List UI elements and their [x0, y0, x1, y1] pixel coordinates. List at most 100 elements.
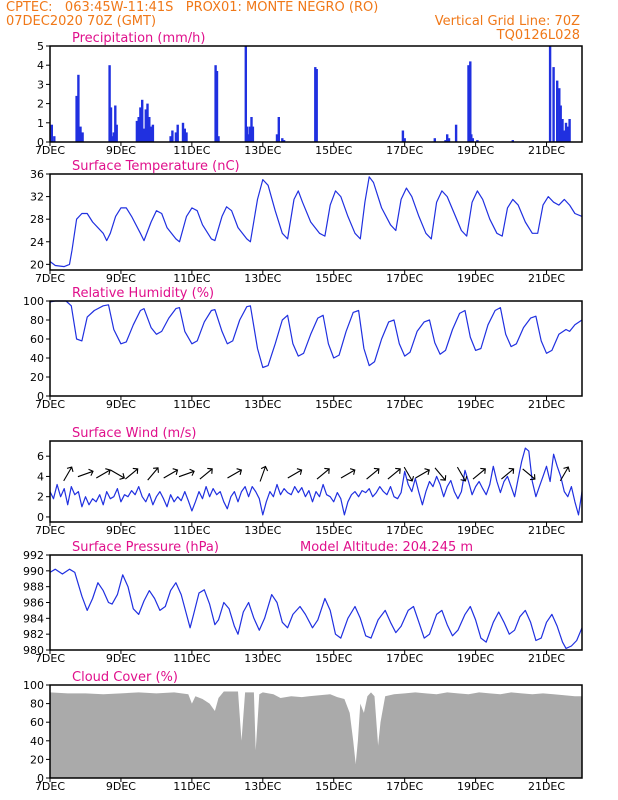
wind-xtick-label: 19DEC	[457, 524, 494, 537]
precip-bar	[470, 134, 473, 142]
precip-bar	[250, 117, 253, 142]
rh-ytick-label: 100	[23, 295, 44, 308]
temp-xtick-label: 17DEC	[386, 272, 423, 285]
press-xtick-label: 7DEC	[35, 652, 65, 665]
precip-panel	[46, 45, 583, 146]
precip-xtick-label: 19DEC	[457, 144, 494, 157]
press-line	[49, 568, 583, 649]
press-title: Surface Pressure (hPa)	[72, 540, 219, 555]
temp-ytick-label: 20	[30, 258, 44, 271]
precip-xtick-label: 13DEC	[244, 144, 281, 157]
press-annotation: Model Altitude: 204.245 m	[300, 540, 473, 555]
temp-ytick-label: 32	[30, 191, 44, 204]
rh-ytick-label: 80	[30, 314, 44, 327]
rh-ytick-label: 60	[30, 333, 44, 346]
precip-bar	[251, 126, 255, 142]
temp-xtick-label: 21DEC	[528, 272, 565, 285]
wind-arrow	[77, 468, 94, 478]
precip-bar	[314, 67, 317, 142]
precip-bar	[454, 124, 458, 142]
cloud-ytick-label: 80	[30, 698, 44, 711]
temp-xtick-label: 19DEC	[457, 272, 494, 285]
temp-ytick-label: 28	[30, 213, 44, 226]
rh-ytick-label: 40	[30, 352, 44, 365]
rh-ytick-label: 20	[30, 371, 44, 384]
precip-bar	[185, 132, 188, 142]
precip-ytick-label: 1	[37, 117, 44, 130]
precip-bar	[403, 138, 406, 142]
press-ytick-label: 980	[23, 644, 44, 657]
precip-bar	[244, 46, 247, 142]
rh-xtick-label: 15DEC	[315, 398, 352, 411]
rh-title: Relative Humidity (%)	[72, 286, 214, 301]
precip-bar	[79, 126, 82, 142]
precip-bar	[81, 132, 84, 142]
precip-xtick-label: 7DEC	[35, 144, 65, 157]
precip-bar	[149, 126, 153, 142]
cloud-area	[50, 691, 582, 778]
rh-ytick-label: 0	[37, 390, 44, 403]
precip-bar	[444, 140, 447, 142]
cloud-xtick-label: 7DEC	[35, 780, 65, 793]
precip-xtick-label: 11DEC	[173, 144, 210, 157]
wind-arrow	[456, 466, 468, 482]
rh-xtick-label: 9DEC	[106, 398, 136, 411]
press-xtick-label: 13DEC	[244, 652, 281, 665]
cloud-title: Cloud Cover (%)	[72, 670, 178, 685]
press-xtick-label: 17DEC	[386, 652, 423, 665]
precip-xtick-label: 9DEC	[106, 144, 136, 157]
cloud-xtick-label: 9DEC	[106, 780, 136, 793]
press-ytick-label: 984	[23, 612, 44, 625]
press-panel	[46, 554, 583, 654]
precip-bar	[146, 103, 149, 142]
precip-bar	[471, 138, 474, 142]
wind-xtick-label: 11DEC	[173, 524, 210, 537]
cloud-xtick-label: 21DEC	[528, 780, 565, 793]
precip-bar	[111, 136, 114, 142]
wind-line	[49, 447, 583, 516]
press-ytick-label: 990	[23, 565, 44, 578]
header-line1-left: CPTEC: 063:45W-11:41S PROX01: MONTE NEGR…	[6, 0, 379, 15]
precip-bar	[171, 130, 174, 142]
precip-ytick-label: 2	[37, 98, 44, 111]
precip-bar	[169, 136, 172, 142]
wind-arrow	[96, 468, 111, 479]
precip-bar	[552, 67, 555, 142]
wind-frame	[49, 440, 583, 523]
wind-ytick-label: 6	[37, 450, 44, 463]
wind-arrow	[227, 468, 243, 479]
precip-bar	[50, 124, 53, 142]
temp-frame	[49, 173, 583, 271]
wind-arrow	[163, 468, 179, 479]
press-frame	[49, 554, 583, 651]
wind-arrow	[472, 467, 486, 480]
rh-line	[49, 300, 583, 369]
temp-xtick-label: 15DEC	[315, 272, 352, 285]
wind-arrow	[147, 467, 159, 481]
precip-bar	[561, 119, 564, 142]
header-line2-right: Vertical Grid Line: 70Z	[434, 14, 580, 29]
precip-bar	[181, 122, 185, 142]
precip-bar	[559, 105, 562, 142]
press-ytick-label: 982	[23, 628, 44, 641]
wind-arrow	[434, 467, 447, 481]
wind-arrow	[522, 468, 536, 481]
precip-bar	[433, 138, 436, 142]
temp-xtick-label: 9DEC	[106, 272, 136, 285]
press-ytick-label: 986	[23, 597, 44, 610]
press-xtick-label: 9DEC	[106, 652, 136, 665]
precip-bar	[215, 71, 219, 142]
wind-title: Surface Wind (m/s)	[72, 426, 196, 441]
precip-bar	[142, 128, 146, 142]
cloud-xtick-label: 13DEC	[244, 780, 281, 793]
precip-bar	[114, 105, 117, 142]
rh-xtick-label: 17DEC	[386, 398, 423, 411]
precip-bar	[556, 80, 559, 142]
wind-xtick-label: 15DEC	[315, 524, 352, 537]
precip-xtick-label: 15DEC	[315, 144, 352, 157]
precip-xtick-label: 21DEC	[528, 144, 565, 157]
precip-bar	[176, 124, 179, 142]
precip-bar	[563, 130, 566, 142]
precip-bar	[446, 134, 449, 142]
temp-line	[49, 176, 583, 268]
